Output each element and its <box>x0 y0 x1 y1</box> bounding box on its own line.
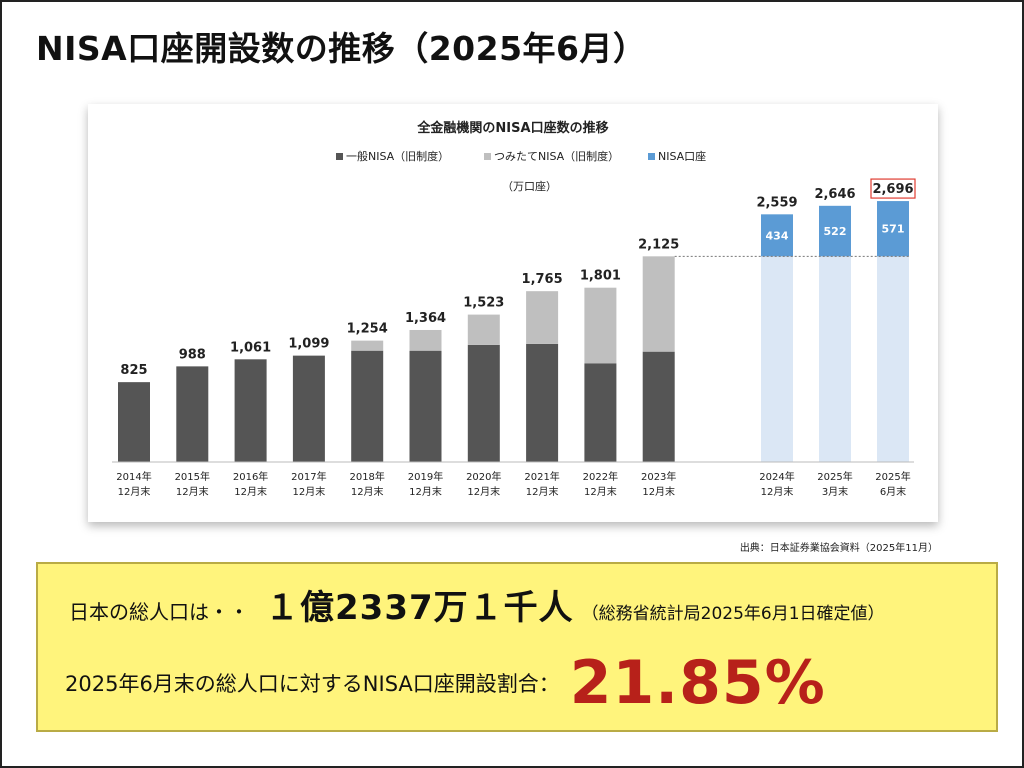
category-label-month-9: 12月末 <box>642 485 675 498</box>
chart-legend: 一般NISA（旧制度） つみたてNISA（旧制度） NISA口座 <box>336 149 706 163</box>
population-label: 日本の総人口は・・ <box>69 600 249 624</box>
bar-nisa-11 <box>819 205 851 257</box>
bar-tsumitate-7 <box>526 291 559 344</box>
total-label-2: 1,061 <box>230 340 271 355</box>
bar-tsumitate-8 <box>584 287 617 364</box>
bar-nisa-12 <box>877 201 909 257</box>
category-label-month-11: 3月末 <box>822 485 848 498</box>
category-label-year-0: 2014年 <box>116 470 151 483</box>
population-source: （総務省統計局2025年6月1日確定値） <box>581 604 885 624</box>
category-label-month-5: 12月末 <box>409 485 442 498</box>
total-label-6: 1,523 <box>463 296 504 311</box>
bar-tsumitate-6 <box>467 314 500 345</box>
source-note: 出典：日本証券業協会資料（2025年11月） <box>739 543 938 554</box>
bar-general-6 <box>467 344 500 462</box>
bar-general-8 <box>584 363 617 462</box>
total-label-4: 1,254 <box>347 322 388 337</box>
total-label-11: 2,646 <box>814 187 855 202</box>
bar-general-5 <box>409 350 442 462</box>
category-label-month-12: 6月末 <box>880 485 906 498</box>
category-label-year-4: 2018年 <box>349 470 384 483</box>
ratio-value: 21.85% <box>569 648 826 718</box>
category-label-year-6: 2020年 <box>466 470 501 483</box>
bar-general-9 <box>642 351 675 462</box>
total-highlight-box <box>870 178 916 199</box>
category-label-year-9: 2023年 <box>641 470 676 483</box>
bars-layer <box>112 201 914 463</box>
category-label-month-3: 12月末 <box>293 485 326 498</box>
chart-title: 全金融機関のNISA口座数の推移 <box>416 120 608 136</box>
total-label-9: 2,125 <box>638 237 679 252</box>
legend-label-general: 一般NISA（旧制度） <box>346 149 449 163</box>
bar-carryover-12 <box>877 256 909 462</box>
legend-label-nisa: NISA口座 <box>658 149 706 163</box>
bar-general-4 <box>351 350 384 462</box>
bar-nisa-10 <box>761 214 793 257</box>
bar-general-2 <box>234 359 267 462</box>
total-label-12: 2,696 <box>872 182 913 197</box>
total-label-8: 1,801 <box>580 269 621 284</box>
category-label-year-2: 2016年 <box>233 470 268 483</box>
total-label-7: 1,765 <box>522 272 563 287</box>
category-label-month-6: 12月末 <box>467 485 500 498</box>
category-label-year-10: 2024年 <box>759 470 794 483</box>
bar-general-3 <box>292 355 325 462</box>
population-value: １億2337万１千人 <box>265 588 574 628</box>
legend-swatch-tsumitate <box>484 153 491 160</box>
bar-carryover-10 <box>761 256 793 462</box>
slide-title: NISA口座開設数の推移（2025年6月） <box>36 29 647 68</box>
legend-swatch-general <box>336 153 343 160</box>
category-label-year-11: 2025年 <box>817 470 852 483</box>
category-label-year-7: 2021年 <box>524 470 559 483</box>
population-line: 日本の総人口は・・ １億2337万１千人 （総務省統計局2025年6月1日確定値） <box>69 580 885 629</box>
total-label-0: 825 <box>120 363 147 378</box>
ratio-label: 2025年6月末の総人口に対するNISA口座開設割合： <box>65 672 560 696</box>
category-label-year-5: 2019年 <box>408 470 443 483</box>
nisa-account-chart: 全金融機関のNISA口座数の推移 一般NISA（旧制度） つみたてNISA（旧制… <box>112 120 916 498</box>
total-label-10: 2,559 <box>756 195 797 210</box>
category-label-month-1: 12月末 <box>176 485 209 498</box>
segment-label-nisa-10: 434 <box>766 229 789 242</box>
labels-layer: 825 2014年 12月末 988 2015年 12月末 1,061 2016年 12月末 1,… <box>116 178 916 498</box>
total-label-5: 1,364 <box>405 311 446 326</box>
category-label-month-8: 12月末 <box>584 485 617 498</box>
category-label-month-0: 12月末 <box>118 485 151 498</box>
chart-card: 全金融機関のNISA口座数の推移 一般NISA（旧制度） つみたてNISA（旧制… <box>88 104 938 522</box>
legend-swatch-nisa <box>648 153 655 160</box>
bar-tsumitate-4 <box>351 340 384 351</box>
segment-label-nisa-11: 522 <box>824 225 847 238</box>
ratio-line: 2025年6月末の総人口に対するNISA口座開設割合： 21.85% <box>65 648 826 718</box>
category-label-month-10: 12月末 <box>761 485 794 498</box>
total-label-1: 988 <box>179 347 206 362</box>
category-label-year-3: 2017年 <box>291 470 326 483</box>
bar-tsumitate-5 <box>409 329 442 351</box>
category-label-month-7: 12月末 <box>526 485 559 498</box>
segment-label-nisa-12: 571 <box>882 223 905 236</box>
category-label-year-8: 2022年 <box>583 470 618 483</box>
category-label-year-12: 2025年 <box>875 470 910 483</box>
legend-label-tsumitate: つみたてNISA（旧制度） <box>494 149 619 163</box>
category-label-year-1: 2015年 <box>175 470 210 483</box>
unit-label: （万口座） <box>502 179 557 193</box>
category-label-month-2: 12月末 <box>234 485 267 498</box>
bar-general-7 <box>526 343 559 462</box>
bar-carryover-11 <box>819 256 851 462</box>
bar-general-1 <box>176 366 209 462</box>
category-label-month-4: 12月末 <box>351 485 384 498</box>
bar-general-0 <box>118 382 150 462</box>
total-label-3: 1,099 <box>288 337 329 352</box>
summary-box: 日本の総人口は・・ １億2337万１千人 （総務省統計局2025年6月1日確定値） … <box>36 562 998 732</box>
bar-tsumitate-9 <box>642 256 675 352</box>
